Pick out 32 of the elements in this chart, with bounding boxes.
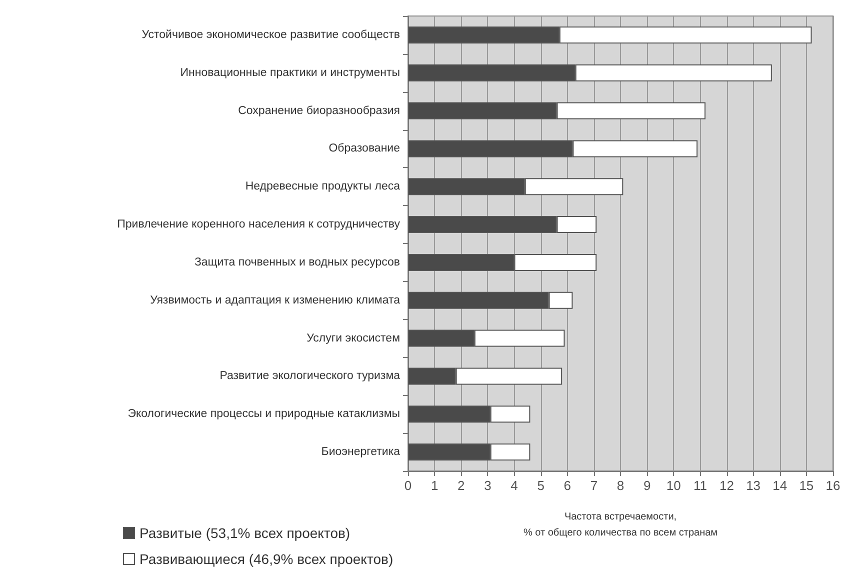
x-tick-label: 7 bbox=[590, 478, 598, 493]
x-tick-label: 8 bbox=[616, 478, 624, 493]
y-tick-label: Сохранение биоразнообразия bbox=[238, 104, 400, 117]
y-tick-label: Защита почвенных и водных ресурсов bbox=[194, 256, 400, 268]
y-tick-label: Образование bbox=[328, 142, 400, 155]
x-tick-label: 6 bbox=[564, 478, 571, 493]
x-tick-label: 12 bbox=[720, 478, 734, 493]
x-axis-title: Частота встречаемости, % от общего количества по всем странам bbox=[523, 512, 718, 538]
legend-label: Развивающиеся (46,9% всех проектов) bbox=[140, 551, 394, 567]
x-tick-label: 5 bbox=[537, 478, 544, 493]
x-tick-label: 0 bbox=[404, 478, 412, 493]
y-tick-label: Экологические процессы и природные катаклизмы bbox=[128, 408, 400, 420]
x-tick-label: 16 bbox=[826, 478, 840, 493]
y-tick-label: Уязвимость и адаптация к изменению климата bbox=[150, 294, 401, 306]
x-tick-label: 11 bbox=[693, 478, 707, 493]
legend-label: Развитые (53,1% всех проектов) bbox=[140, 525, 350, 541]
y-tick-label: Инновационные практики и инструменты bbox=[180, 66, 400, 79]
x-tick-label: 10 bbox=[666, 478, 681, 493]
x-tick-label: 1 bbox=[430, 478, 438, 493]
x-tick-label: 4 bbox=[510, 478, 518, 493]
x-tick-label: 15 bbox=[799, 478, 814, 493]
y-tick-label: Биоэнергетика bbox=[321, 446, 401, 458]
x-tick-label: 14 bbox=[772, 478, 788, 493]
x-tick-label: 3 bbox=[484, 478, 492, 493]
x-tick-label: 9 bbox=[643, 478, 651, 493]
y-tick-label: Устойчивое экономическое развитие сообществ bbox=[142, 28, 400, 41]
y-tick-label: Недревесные продукты леса bbox=[245, 180, 401, 193]
y-tick-label: Привлечение коренного населения к сотрудничеству bbox=[117, 218, 400, 231]
y-tick-label: Услуги экосистем bbox=[306, 332, 400, 344]
x-tick-label: 2 bbox=[458, 478, 465, 493]
y-tick-label: Развитие экологического туризма bbox=[220, 370, 401, 382]
x-tick-label: 13 bbox=[746, 478, 761, 493]
